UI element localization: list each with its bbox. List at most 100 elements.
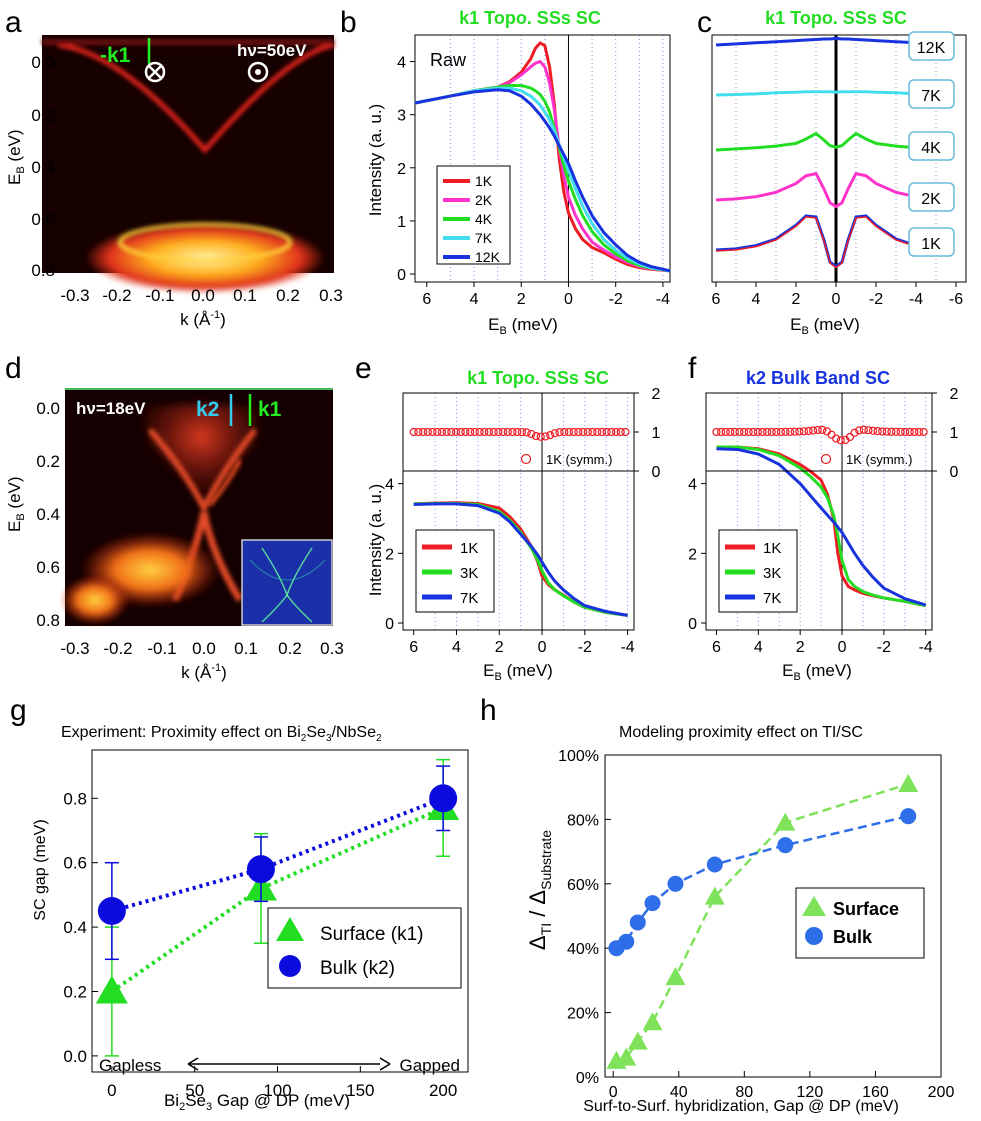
plot-area-b: 6 4 2 0 -2 -4 0 1 2 3 4 1K 2K 4K 7K 12K: [397, 34, 671, 308]
plot-frame: [705, 392, 933, 631]
y-tick-label: 4: [397, 55, 406, 72]
panel-letter: c: [697, 6, 712, 39]
plot-frame: [711, 34, 967, 283]
symm-point: [730, 427, 739, 437]
symm-point: [522, 428, 531, 437]
plot-area-f: 6 4 2 0 -2 -4 0 2 4 0 1 2 1K (symm.) 1K 3K 7K: [688, 386, 958, 656]
y-axis-label: Intensity (a. u.): [366, 104, 385, 216]
y-tick-label: 2: [688, 546, 697, 563]
symm-point: [414, 427, 423, 437]
x-tick-label: 6: [422, 291, 431, 308]
k2-label: k2: [196, 398, 219, 421]
symm-point: [508, 427, 517, 437]
y-right-tick-label: 2: [950, 386, 959, 403]
symm-point: [753, 427, 762, 437]
legend-label: 1K: [763, 540, 781, 557]
symm-point: [470, 427, 479, 437]
y-tick: 0.6: [31, 210, 55, 229]
x-tick: 0.1: [233, 286, 257, 305]
x-tick-label: -4: [919, 639, 933, 656]
symm-point: [855, 426, 864, 435]
data-point: [616, 1047, 637, 1066]
panel-title: Experiment: Proximity effect on Bi2Se3/N…: [61, 724, 382, 744]
x-axis-a: -0.3 -0.2 -0.1 0.0 0.1 0.2 0.3 k (Å-1): [60, 286, 342, 329]
panel-letter: b: [340, 6, 357, 39]
symm-point: [882, 427, 891, 436]
y-tick-label: 4: [385, 477, 394, 494]
y-tick: 0.8: [31, 261, 55, 280]
symm-point: [809, 426, 818, 435]
y-axis-a: 0.0 0.2 0.4 0.6 0.8 EB (eV): [5, 53, 55, 280]
y-tick-label: 0.4: [63, 918, 87, 937]
symm-point: [864, 426, 873, 435]
symm-point: [726, 427, 735, 437]
panel-title: k2 Bulk Band SC: [746, 368, 890, 388]
y-axis-label: EB (eV): [5, 476, 27, 532]
y-tick: 0.4: [36, 505, 60, 524]
symm-point: [451, 427, 461, 437]
symm-point: [527, 429, 536, 439]
curve-label-box: [908, 227, 955, 257]
symm-point: [503, 427, 512, 437]
symm-legend-marker: [820, 453, 832, 465]
x-tick: -0.2: [102, 286, 131, 305]
y-tick: 0.2: [36, 452, 60, 471]
x-axis-label: Bi2Se3 Gap @ DP (meV): [164, 1091, 350, 1113]
symm-point: [621, 427, 630, 437]
x-tick-label: 2: [517, 291, 526, 308]
data-point: [898, 773, 919, 792]
curve-label: 7K: [921, 88, 941, 105]
k1-label: k1: [258, 398, 282, 421]
y-tick: 0.4: [31, 158, 55, 177]
annotation-gapless: Gapless: [99, 1056, 161, 1075]
x-tick: 0.3: [319, 286, 343, 305]
symm-point: [744, 427, 753, 437]
symm-point: [560, 427, 569, 437]
y-axis-d: 0.0 0.2 0.4 0.6 0.8 EB (eV): [5, 399, 60, 630]
series-line-12K: [715, 36, 917, 47]
panel-letter: e: [355, 352, 372, 385]
legend-label: 7K: [475, 230, 493, 246]
data-point: [97, 897, 126, 925]
x-tick-label: 6: [712, 639, 721, 656]
legend-label: 3K: [763, 565, 781, 582]
k-label: -k1: [100, 44, 131, 67]
x-tick-label: -2: [609, 291, 623, 308]
symm-point: [484, 427, 494, 437]
x-tick-label: -2: [578, 639, 592, 656]
y-tick-label: 0.0: [63, 1047, 87, 1066]
symm-point: [749, 427, 758, 437]
annotation-gapped: Gapped: [400, 1056, 461, 1075]
symm-point: [461, 427, 470, 437]
x-tick-label: 2: [792, 291, 801, 308]
series-line-12K: [414, 88, 671, 273]
symm-point: [859, 425, 868, 434]
symm-point: [593, 427, 602, 437]
x-tick-label: -4: [620, 639, 634, 656]
data-point: [627, 1031, 648, 1050]
panel-title: k1 Topo. SSs SC: [467, 368, 609, 388]
series-line-7K: [413, 502, 628, 617]
spin-out-icon: [247, 61, 269, 83]
symm-point: [790, 427, 799, 436]
y-axis-label: ΔTI / ΔSubstrate: [525, 830, 554, 950]
symm-point: [517, 427, 527, 437]
symm-point: [494, 427, 503, 437]
data-point: [629, 914, 646, 931]
symm-point: [914, 427, 924, 437]
symm-point: [735, 427, 744, 437]
series-line-4K: [715, 131, 917, 152]
y-tick-label: 0.8: [63, 789, 87, 808]
symm-point: [597, 427, 607, 437]
legend-label: 2K: [475, 192, 493, 208]
symm-point: [555, 428, 564, 437]
data-point: [644, 895, 661, 912]
panel-letter: f: [688, 352, 697, 385]
x-tick-label: 0: [538, 639, 547, 656]
curve-label-box: [908, 131, 955, 161]
panel-d: d hν=18eV k2 k1 0.0 0.2 0.4 0.6 0.8 E: [5, 352, 344, 682]
curve-label-box: [908, 182, 955, 212]
symm-point: [499, 427, 508, 437]
y-tick: 0.2: [31, 106, 55, 125]
y-tick-label: 40%: [567, 941, 599, 958]
